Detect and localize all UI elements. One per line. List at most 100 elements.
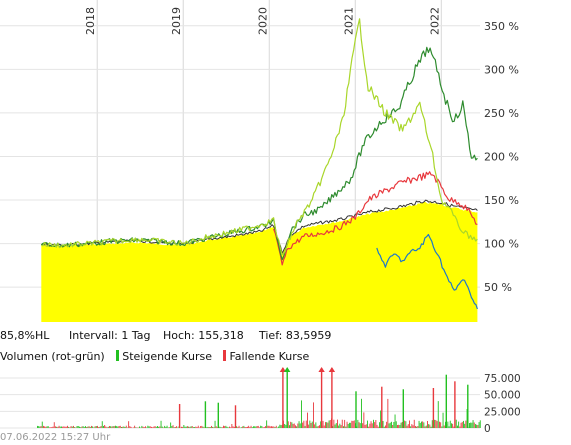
y-tick-label: 350 % [484, 20, 519, 33]
area-series [41, 201, 478, 322]
volume-bar [297, 423, 299, 428]
volume-bar [88, 426, 90, 428]
volume-bar [435, 420, 437, 428]
volume-bar [359, 423, 361, 428]
volume-y-tick-label: 0 [484, 423, 491, 434]
volume-bar [269, 426, 271, 428]
volume-bar [163, 427, 164, 428]
volume-bar [64, 426, 66, 428]
volume-bar [431, 420, 433, 428]
volume-bar [405, 421, 407, 428]
volume-bar [401, 422, 403, 428]
volume-bar [310, 423, 312, 428]
high-label: Hoch: 155,318 [163, 329, 244, 342]
volume-bar [101, 421, 103, 428]
volume-bar [38, 426, 40, 428]
volume-bar [182, 426, 184, 428]
volume-bar [62, 426, 64, 428]
volume-chart: 0 25.000 50.000 75.000 [0, 367, 521, 434]
volume-bar [392, 425, 394, 428]
y-tick-label: 50 % [484, 281, 512, 294]
volume-bar [214, 420, 216, 428]
volume-bar [255, 426, 257, 428]
volume-bar [251, 427, 253, 428]
volume-bar [91, 425, 92, 428]
volume-bar [241, 427, 242, 428]
volume-peak-bar [234, 405, 237, 428]
volume-bar [187, 426, 188, 428]
volume-bar [158, 426, 160, 428]
volume-bar [257, 425, 259, 428]
y-tick-label: 300 % [484, 63, 519, 76]
volume-bar [304, 425, 306, 428]
volume-bar [327, 422, 329, 428]
volume-bar [221, 427, 223, 428]
volume-bar [130, 426, 132, 428]
volume-bar [434, 419, 436, 428]
volume-bar [149, 426, 151, 428]
interval-label[interactable]: Intervall: 1 Tag [69, 329, 151, 342]
volume-y-tick-label: 25.000 [484, 406, 521, 418]
y-tick-label: 250 % [484, 107, 519, 120]
volume-peak-bar [355, 391, 357, 428]
volume-bar [332, 426, 334, 428]
volume-bar [164, 425, 166, 428]
volume-bar [476, 424, 478, 428]
volume-bar [465, 420, 467, 428]
volume-bar [406, 425, 408, 428]
overflow-arrow-icon [328, 367, 336, 372]
volume-bar [362, 423, 364, 428]
volume-bar [346, 421, 348, 428]
volume-bar [161, 426, 163, 428]
x-tick-label: 2022 [428, 7, 441, 35]
volume-bar [322, 420, 324, 428]
volume-bar [334, 424, 336, 428]
volume-bar [284, 424, 286, 428]
volume-peak-bar [381, 386, 383, 428]
volume-bar [265, 426, 266, 428]
volume-bar [268, 425, 270, 428]
series-line-5 [376, 233, 478, 310]
volume-bar [111, 426, 113, 428]
volume-bar [65, 426, 67, 428]
volume-bar [350, 422, 352, 428]
volume-bar [133, 427, 134, 428]
volume-bar [211, 425, 212, 428]
volume-bar [256, 426, 258, 428]
down-swatch-icon [223, 350, 227, 361]
volume-bar [395, 421, 397, 428]
volume-bar [190, 426, 192, 428]
volume-bar [291, 422, 293, 428]
volume-bar [262, 427, 264, 428]
volume-bar [97, 425, 98, 428]
volume-bar [99, 426, 101, 428]
volume-bar [121, 427, 122, 428]
volume-bar [51, 427, 53, 428]
volume-bar [353, 420, 355, 428]
volume-bar [439, 421, 440, 428]
volume-bar [389, 422, 391, 428]
volume-bar [159, 426, 161, 428]
volume-bar [245, 427, 247, 428]
volume-bar [123, 426, 125, 428]
volume-bar [287, 421, 289, 428]
volume-bar [237, 427, 239, 428]
volume-bar [305, 420, 307, 428]
volume-peak-bar [320, 368, 323, 428]
volume-bar [326, 422, 328, 428]
volume-bar [428, 424, 430, 428]
volume-bar [271, 426, 272, 428]
range-label: 85,8%HL [0, 329, 50, 342]
volume-legend: Volumen (rot-grün) Steigende Kurse Falle… [0, 350, 309, 363]
volume-peak-bar [331, 368, 333, 428]
volume-bar [311, 421, 313, 428]
volume-bar [373, 419, 374, 428]
volume-bar [185, 426, 187, 428]
volume-bar [278, 426, 280, 428]
overflow-arrow-icon [284, 367, 291, 372]
volume-bar [382, 421, 384, 428]
volume-bar [106, 427, 108, 428]
volume-bar [68, 426, 70, 428]
volume-bar [459, 426, 461, 428]
volume-bar [375, 420, 377, 428]
